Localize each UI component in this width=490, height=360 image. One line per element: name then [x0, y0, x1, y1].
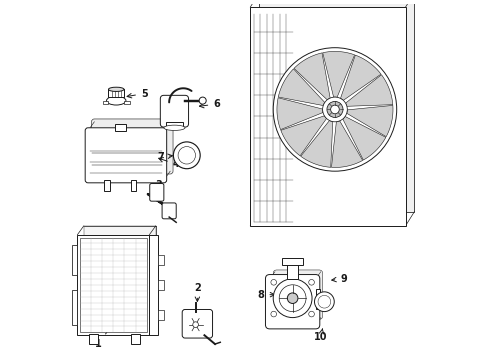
- Bar: [158, 310, 164, 320]
- Circle shape: [173, 142, 200, 169]
- Ellipse shape: [108, 87, 124, 91]
- Ellipse shape: [106, 96, 126, 105]
- Circle shape: [193, 322, 198, 328]
- Circle shape: [287, 293, 298, 303]
- Circle shape: [178, 147, 196, 164]
- Polygon shape: [84, 226, 156, 327]
- Polygon shape: [345, 75, 393, 106]
- Text: 9: 9: [332, 274, 347, 284]
- Polygon shape: [278, 69, 325, 105]
- Bar: [103, 101, 108, 104]
- Bar: [72, 245, 77, 275]
- FancyBboxPatch shape: [150, 184, 164, 201]
- Circle shape: [331, 105, 339, 114]
- Polygon shape: [341, 55, 381, 100]
- Bar: [131, 180, 136, 190]
- Polygon shape: [277, 98, 323, 130]
- FancyBboxPatch shape: [92, 119, 173, 174]
- Polygon shape: [331, 121, 363, 167]
- Bar: [80, 238, 147, 332]
- Circle shape: [273, 279, 312, 318]
- Circle shape: [279, 285, 306, 312]
- Bar: [287, 263, 298, 279]
- Bar: [149, 235, 158, 335]
- Circle shape: [271, 279, 276, 285]
- Bar: [259, 0, 415, 212]
- Bar: [77, 235, 149, 335]
- Text: 5: 5: [127, 89, 147, 99]
- Text: 6: 6: [199, 99, 220, 109]
- Bar: [89, 334, 98, 344]
- Bar: [124, 101, 130, 104]
- Circle shape: [199, 97, 206, 104]
- Text: 1: 1: [95, 324, 112, 349]
- Circle shape: [271, 311, 276, 317]
- Bar: [115, 124, 126, 131]
- FancyBboxPatch shape: [160, 95, 189, 127]
- Polygon shape: [323, 51, 355, 97]
- Circle shape: [309, 311, 315, 317]
- Bar: [108, 89, 124, 97]
- Circle shape: [327, 102, 343, 117]
- Bar: [316, 289, 320, 309]
- Text: 8: 8: [258, 290, 275, 300]
- FancyBboxPatch shape: [266, 275, 320, 329]
- Bar: [158, 255, 164, 265]
- Text: 7: 7: [157, 152, 172, 162]
- Bar: [131, 334, 140, 344]
- Polygon shape: [301, 121, 333, 167]
- Text: 10: 10: [314, 329, 328, 342]
- FancyBboxPatch shape: [85, 128, 167, 183]
- Ellipse shape: [164, 125, 185, 130]
- Bar: [158, 280, 164, 290]
- Text: 4: 4: [159, 158, 179, 169]
- Bar: [104, 180, 110, 190]
- Bar: [72, 290, 77, 325]
- Polygon shape: [294, 53, 330, 100]
- Circle shape: [318, 295, 331, 308]
- Text: 2: 2: [194, 283, 201, 301]
- FancyBboxPatch shape: [273, 270, 322, 319]
- FancyBboxPatch shape: [162, 203, 176, 219]
- Circle shape: [309, 279, 315, 285]
- Polygon shape: [281, 116, 326, 156]
- FancyBboxPatch shape: [182, 310, 213, 338]
- Bar: [250, 7, 406, 226]
- Circle shape: [322, 97, 347, 122]
- Bar: [282, 258, 303, 265]
- Circle shape: [273, 48, 397, 171]
- Polygon shape: [347, 105, 393, 137]
- Polygon shape: [343, 117, 386, 160]
- Text: 3: 3: [155, 180, 162, 197]
- Circle shape: [315, 292, 334, 312]
- Bar: [166, 122, 183, 127]
